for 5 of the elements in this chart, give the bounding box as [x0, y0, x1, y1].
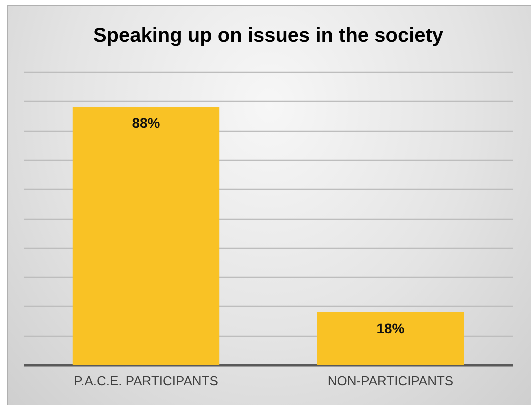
- data-label: 88%: [132, 115, 161, 132]
- data-label: 18%: [376, 320, 406, 336]
- x-tick-label: NON-PARTICIPANTS: [328, 374, 454, 388]
- x-tick-label: P.A.C.E. PARTICIPANTS: [74, 374, 219, 388]
- chart-title: Speaking up on issues in the society: [93, 25, 444, 47]
